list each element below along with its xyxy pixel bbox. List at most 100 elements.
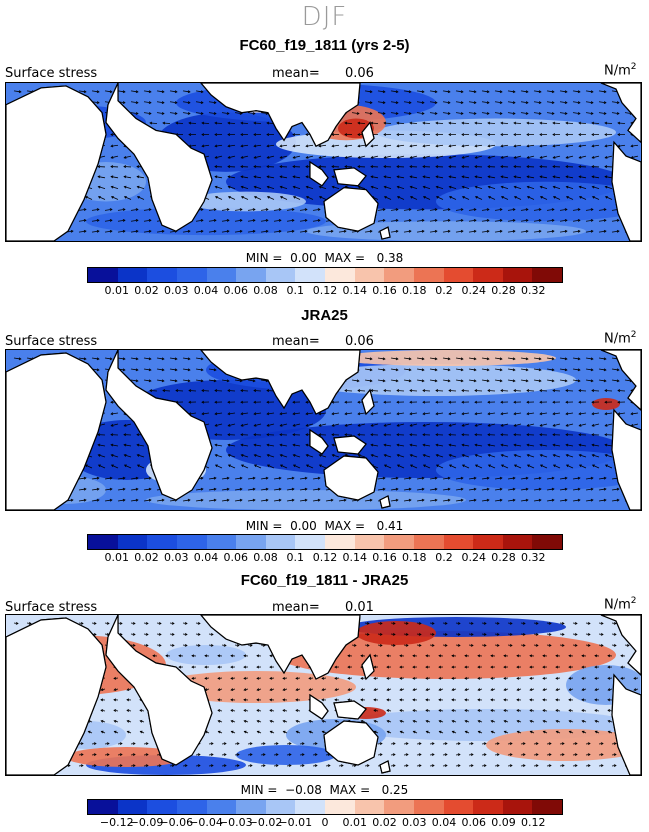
wind-arrow-head [396,423,400,427]
wind-arrow-head [460,487,464,491]
colorbar-swatch [532,800,562,814]
wind-arrow-head [564,476,568,480]
wind-arrow-head [434,357,438,361]
wind-arrow-head [200,379,204,383]
wind-arrow [228,155,236,159]
wind-arrow-head [603,487,607,491]
wind-arrow-head [486,379,490,383]
wind-arrow [592,196,600,200]
wind-arrow-head [460,368,464,372]
wind-arrow-head [217,654,221,658]
wind-arrow [358,155,366,159]
wind-arrow [117,219,125,222]
wind-arrow [273,230,281,233]
wind-arrow-head [174,379,178,383]
colorbar-tick-label: 0.04 [193,284,219,297]
wind-arrow [319,155,327,159]
wind-arrow [247,499,255,502]
wind-arrow-head [473,208,477,212]
wind-arrow-head [396,464,400,468]
wind-arrow [143,368,151,371]
wind-arrow-head [331,175,335,179]
wind-arrow-head [197,643,201,647]
wind-arrow-head [581,709,585,713]
wind-arrow-head [568,676,572,680]
wind-arrow [397,196,405,200]
wind-arrow-head [304,229,308,233]
wind-arrow-head [83,357,87,361]
wind-arrow [390,477,398,480]
wind-arrow-head [496,753,500,757]
wind-arrow [202,144,210,147]
wind-arrow [514,464,522,469]
wind-arrow-head [369,229,373,233]
wind-arrow [208,101,216,104]
wind-arrow [540,155,548,159]
wind-arrow-head [448,400,452,404]
wind-arrow [455,368,463,371]
wind-arrow-head [347,665,351,669]
wind-arrow [130,488,138,491]
wind-arrow-head [500,412,504,416]
wind-arrow [124,176,132,179]
wind-arrow-head [616,219,620,222]
wind-arrow-head [253,165,257,169]
wind-arrow-head [513,443,517,447]
wind-arrow-head [145,764,149,768]
wind-arrow [254,196,262,200]
wind-arrow-head [347,676,351,680]
wind-arrow-head [525,487,529,491]
wind-arrow-head [201,133,205,136]
wind-arrow-head [282,709,286,713]
wind-arrow-head [425,654,429,658]
wind-arrow-head [500,175,504,179]
wind-arrow-head [214,185,218,189]
wind-arrow-head [578,433,582,437]
wind-arrow-head [109,208,113,212]
wind-arrow-head [487,453,491,457]
wind-arrow [520,208,528,211]
wind-arrow [631,144,639,147]
wind-arrow [254,423,262,427]
colorbar-swatch [384,800,414,814]
wind-arrow [507,477,515,480]
wind-arrow [520,219,528,222]
wind-arrow [221,230,229,233]
wind-arrow-head [317,229,321,233]
wind-arrow-head [253,133,257,136]
wind-arrow-head [96,208,100,212]
wind-arrow-head [165,654,169,658]
wind-arrow-head [158,621,162,625]
wind-arrow [312,219,320,222]
wind-arrow-head [408,219,412,222]
wind-arrow [429,477,437,480]
wind-arrow [533,219,541,222]
colorbar-tick-label: 0.24 [461,551,487,564]
wind-arrow-head [28,621,32,625]
colorbar-tick-label: 0.08 [253,551,278,564]
colorbar-tick-label: 0.09 [491,816,516,829]
wind-arrow-head [305,155,309,159]
wind-arrow-head [474,433,478,437]
wind-arrow-head [565,196,569,199]
wind-arrow [520,112,528,115]
wind-arrow [546,499,554,502]
wind-arrow-head [253,464,257,468]
wind-arrow-head [538,101,542,104]
wind-arrow-head [512,101,516,104]
wind-arrow [104,208,112,211]
land-outline [200,83,361,147]
wind-arrow [566,155,574,159]
wind-arrow [91,477,99,480]
wind-arrow [474,122,483,124]
wind-arrow-head [253,400,257,404]
wind-arrow-head [604,121,608,125]
wind-arrow-head [577,498,581,502]
wind-arrow-head [477,730,481,734]
wind-arrow-head [269,719,273,723]
wind-arrow-head [525,498,529,502]
wind-arrow [598,477,606,480]
wind-arrow-head [399,654,403,658]
wind-arrow [371,454,379,458]
wind-arrow [455,208,463,211]
